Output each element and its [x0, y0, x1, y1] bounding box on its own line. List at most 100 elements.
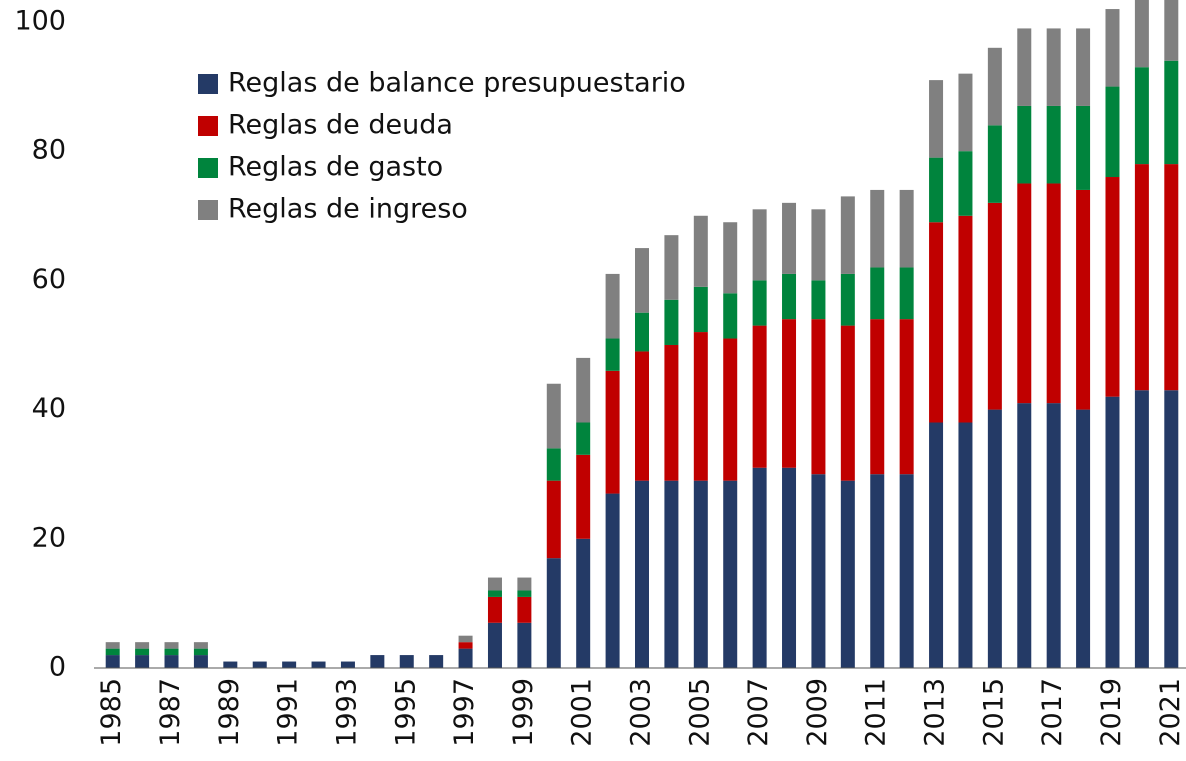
- bar-segment: [605, 493, 620, 668]
- x-tick-label: 2001: [567, 678, 598, 747]
- bar-segment: [987, 47, 1002, 126]
- bar-segment: [311, 661, 326, 668]
- bar-segment: [782, 467, 797, 668]
- bar-segment: [135, 642, 150, 649]
- bar-segment: [1076, 189, 1091, 410]
- bar-segment: [605, 273, 620, 339]
- legend-label: Reglas de balance presupuestario: [228, 68, 686, 99]
- bar-segment: [811, 209, 826, 281]
- bar-segment: [576, 538, 591, 668]
- bar-segment: [723, 480, 738, 668]
- bar-segment: [723, 338, 738, 481]
- bar-segment: [429, 655, 444, 668]
- bar-segment: [723, 293, 738, 339]
- bar-segment: [782, 319, 797, 468]
- bar-segment: [840, 480, 855, 668]
- legend-swatch: [198, 74, 218, 94]
- bar-segment: [164, 648, 179, 656]
- bar-segment: [987, 409, 1002, 668]
- bar-segment: [458, 648, 473, 668]
- x-tick-label: 1995: [390, 678, 421, 747]
- x-tick-label: 2017: [1037, 678, 1068, 747]
- bar-segment: [929, 157, 944, 223]
- bar-segment: [1105, 396, 1120, 668]
- bar-segment: [664, 480, 679, 668]
- legend-label: Reglas de ingreso: [228, 194, 468, 225]
- bar-segment: [1046, 105, 1061, 184]
- bar-segment: [223, 661, 238, 668]
- x-tick-label: 2015: [978, 678, 1009, 747]
- legend-swatch: [198, 200, 218, 220]
- bar-segment: [987, 202, 1002, 410]
- bar-segment: [840, 273, 855, 326]
- bar-segment: [1046, 183, 1061, 404]
- x-tick-label: 2011: [861, 678, 892, 747]
- bar-segment: [811, 319, 826, 475]
- y-tick-label: 40: [32, 393, 66, 424]
- bar-segment: [635, 480, 649, 668]
- bar-segment: [870, 267, 885, 320]
- bar-segment: [693, 286, 708, 333]
- bar-segment: [1164, 390, 1179, 668]
- x-tick-label: 2019: [1096, 678, 1127, 747]
- bar-segment: [958, 215, 973, 423]
- bar-segment: [1134, 0, 1149, 68]
- bar-segment: [958, 422, 973, 668]
- bar-segment: [576, 454, 591, 539]
- bar-segment: [487, 590, 502, 597]
- bar-segment: [840, 196, 855, 274]
- bar-segment: [164, 642, 179, 649]
- bar-segment: [1076, 105, 1091, 190]
- bar-segment: [870, 474, 885, 668]
- x-tick-label: 2005: [684, 678, 715, 747]
- bar-segment: [693, 215, 708, 287]
- bar-segment: [487, 577, 502, 591]
- x-tick-label: 1999: [508, 678, 539, 747]
- bar-segment: [458, 635, 473, 643]
- bar-segment: [811, 474, 826, 668]
- y-tick-label: 60: [32, 264, 66, 295]
- bar-segment: [664, 235, 679, 300]
- y-tick-label: 0: [49, 652, 66, 683]
- bar-segment: [1134, 164, 1149, 391]
- y-tick-label: 80: [32, 135, 66, 166]
- bar-segment: [782, 273, 797, 320]
- bar-segment: [546, 480, 561, 559]
- bar-segment: [782, 202, 797, 274]
- bar-segment: [752, 467, 767, 668]
- legend-label: Reglas de gasto: [228, 152, 443, 183]
- bar-segment: [517, 622, 532, 668]
- x-tick-label: 2007: [743, 678, 774, 747]
- bar-segment: [1134, 67, 1149, 165]
- x-tick-label: 1997: [449, 678, 480, 747]
- bar-segment: [105, 655, 120, 668]
- bar-segment: [399, 655, 414, 668]
- bar-segment: [635, 248, 649, 313]
- bar-segment: [723, 222, 738, 294]
- bar-segment: [164, 655, 179, 668]
- x-tick-label: 1987: [155, 678, 186, 747]
- x-tick-label: 2013: [920, 678, 951, 747]
- x-tick-label: 2003: [626, 678, 657, 747]
- bar-segment: [929, 422, 944, 668]
- bar-segment: [1076, 409, 1091, 668]
- bar-segment: [546, 558, 561, 668]
- bar-segment: [1017, 28, 1032, 106]
- bar-segment: [1134, 390, 1149, 668]
- bar-segment: [899, 189, 914, 268]
- bar-segment: [693, 332, 708, 481]
- bar-segment: [193, 642, 208, 649]
- bar-segment: [1164, 164, 1179, 391]
- bar-segment: [958, 151, 973, 216]
- y-tick-label: 100: [14, 5, 66, 36]
- bar-segment: [105, 642, 120, 649]
- bar-segment: [899, 267, 914, 320]
- legend-label: Reglas de deuda: [228, 110, 453, 141]
- bar-segment: [458, 642, 473, 649]
- bar-segment: [1046, 28, 1061, 106]
- bar-segment: [1164, 60, 1179, 165]
- bar-segment: [929, 222, 944, 423]
- x-tick-label: 1993: [331, 678, 362, 747]
- bar-segment: [752, 209, 767, 281]
- bar-segment: [193, 655, 208, 668]
